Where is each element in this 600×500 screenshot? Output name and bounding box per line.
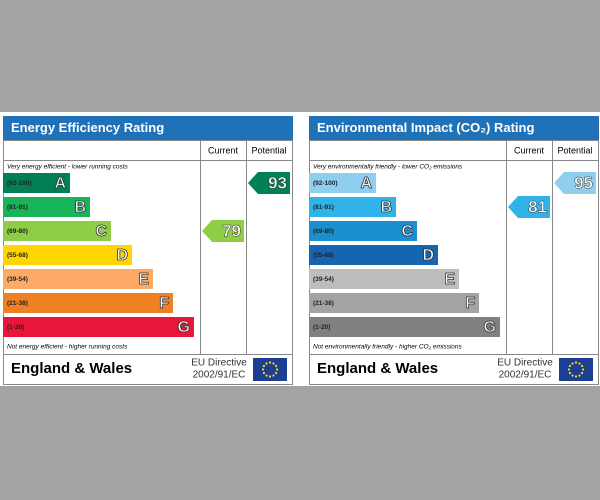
column-header: Current <box>208 145 239 155</box>
eu-star <box>580 371 584 375</box>
rating-arrow <box>554 172 596 194</box>
band-range: (69-80) <box>7 228 28 235</box>
directive-code: 2002/91/EC <box>499 370 552 381</box>
rating-band <box>3 221 111 241</box>
directive-code: 2002/91/EC <box>193 370 246 381</box>
title-bar <box>3 116 293 140</box>
eu-star <box>261 368 265 371</box>
eu-star <box>580 364 584 368</box>
title-bar <box>309 116 599 140</box>
rating-band <box>3 173 70 193</box>
band-range: (39-54) <box>313 276 334 283</box>
band-letter: C <box>401 223 413 240</box>
eu-star <box>274 371 278 375</box>
band-range: (55-68) <box>313 252 334 259</box>
rating-band <box>3 269 153 289</box>
band-range: (21-38) <box>7 300 28 307</box>
band-range: (81-91) <box>7 204 28 211</box>
eu-star <box>265 374 268 377</box>
rating-value: 93 <box>268 173 287 192</box>
eu-star <box>272 374 275 377</box>
top-note: Very energy efficient - lower running co… <box>7 164 129 171</box>
rating-band <box>3 245 132 265</box>
panel-title: Environmental Impact (CO₂) Rating <box>317 120 534 135</box>
rating-band <box>309 245 438 265</box>
eu-star <box>578 374 581 377</box>
region: England & Wales <box>11 360 132 377</box>
column-header: Potential <box>557 145 592 155</box>
rating-value: 79 <box>222 221 241 240</box>
column-header: Potential <box>251 145 286 155</box>
eu-star <box>571 374 574 377</box>
band-letter: B <box>380 199 392 216</box>
eu-star <box>578 362 581 365</box>
eu-star <box>574 361 578 364</box>
directive: EU Directive <box>497 358 553 369</box>
eu-star <box>571 362 574 365</box>
band-range: (55-68) <box>7 252 28 259</box>
eu-star <box>268 375 272 378</box>
panel-title: Energy Efficiency Rating <box>11 120 164 135</box>
eu-star <box>568 364 572 368</box>
rating-band <box>3 197 90 217</box>
rating-arrow <box>202 220 244 242</box>
bottom-note: Not environmentally friendly - higher CO… <box>313 344 463 351</box>
band-range: (1-20) <box>313 324 330 331</box>
band-range: (92-100) <box>7 180 32 187</box>
eu-flag <box>253 358 287 381</box>
rating-panel: Environmental Impact (CO₂) Rating Current… <box>309 116 599 385</box>
band-range: (69-80) <box>313 228 334 235</box>
band-letter: G <box>484 319 496 336</box>
rating-value: 95 <box>574 173 593 192</box>
band-letter: C <box>95 223 107 240</box>
band-range: (92-100) <box>313 180 338 187</box>
eu-star <box>567 368 571 371</box>
rating-value: 81 <box>528 197 547 216</box>
eu-star <box>568 371 572 375</box>
rating-arrow <box>248 172 290 194</box>
eu-star <box>272 362 275 365</box>
band-range: (21-38) <box>313 300 334 307</box>
band-letter: E <box>444 271 455 288</box>
rating-band <box>3 317 194 337</box>
rating-band <box>3 293 173 313</box>
rating-band <box>309 197 396 217</box>
bottom-note: Not energy efficient - higher running co… <box>7 344 128 351</box>
directive: EU Directive <box>191 358 247 369</box>
band-range: (1-20) <box>7 324 24 331</box>
column-header: Current <box>514 145 545 155</box>
band-letter: A <box>54 175 66 192</box>
region: England & Wales <box>317 360 438 377</box>
eu-flag <box>559 358 593 381</box>
band-letter: B <box>74 199 86 216</box>
eu-star <box>275 368 279 371</box>
band-letter: G <box>178 319 190 336</box>
eu-star <box>265 362 268 365</box>
rating-band <box>309 317 500 337</box>
eu-star <box>262 371 266 375</box>
rating-band <box>309 293 479 313</box>
eu-star <box>274 364 278 368</box>
rating-band <box>309 173 376 193</box>
band-letter: A <box>360 175 372 192</box>
rating-arrow <box>508 196 550 218</box>
eu-star <box>262 364 266 368</box>
eu-star <box>268 361 272 364</box>
top-note: Very environmentally friendly - lower CO… <box>313 164 463 171</box>
band-letter: F <box>465 295 475 312</box>
band-letter: D <box>116 247 128 264</box>
band-range: (81-91) <box>313 204 334 211</box>
eu-star <box>574 375 578 378</box>
band-range: (39-54) <box>7 276 28 283</box>
rating-band <box>309 221 417 241</box>
band-letter: E <box>138 271 149 288</box>
rating-band <box>309 269 459 289</box>
eu-star <box>581 368 585 371</box>
band-letter: F <box>159 295 169 312</box>
rating-panel: Energy Efficiency Rating Current Potential… <box>3 116 293 385</box>
band-letter: D <box>422 247 434 264</box>
